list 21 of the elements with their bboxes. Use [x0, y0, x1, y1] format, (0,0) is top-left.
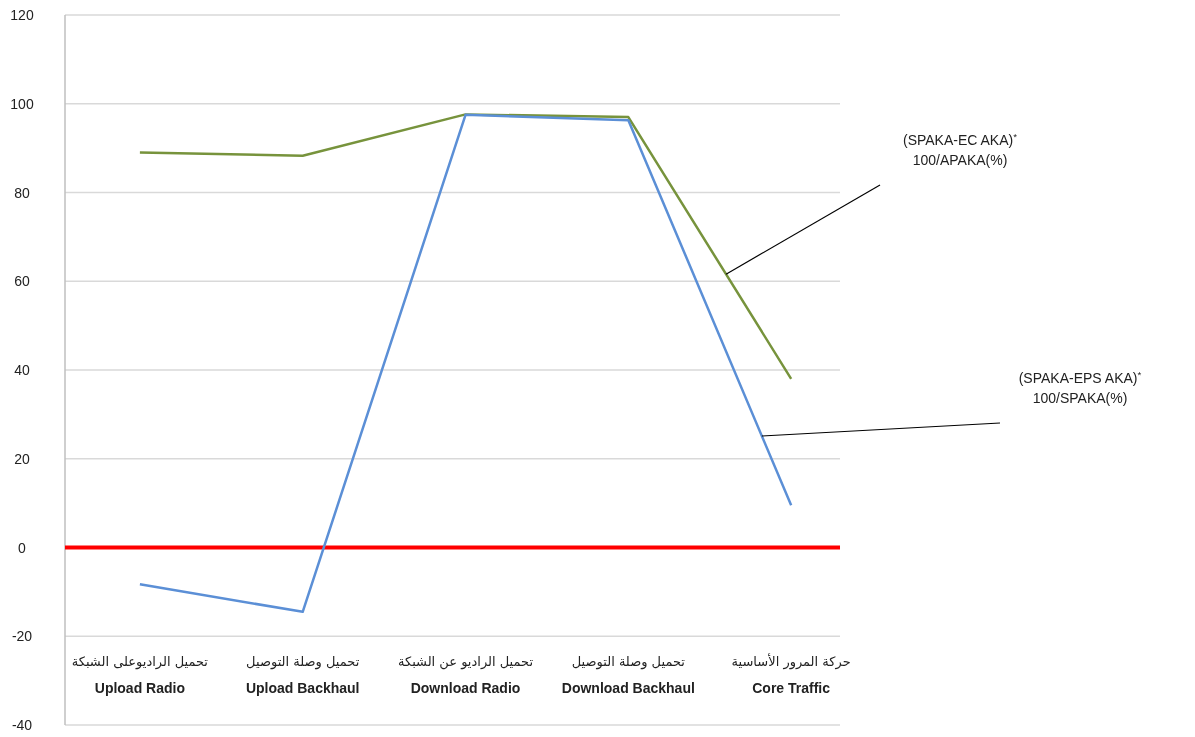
y-tick-label: 0: [18, 539, 27, 556]
y-tick-label: 100: [10, 95, 34, 112]
annotation: حركة المرور الأساسية: [731, 653, 851, 670]
x-tick-label: Download Radio: [410, 680, 521, 696]
y-tick-label: -40: [11, 717, 33, 733]
line-series: [138, 113, 793, 381]
annotation: تحميل وصلة التوصيل: [246, 654, 360, 670]
x-tick-label: Upload Radio: [94, 680, 186, 696]
x-tick-label: Core Traffic: [752, 680, 831, 696]
annotation: تحميل الراديو عن الشبكة: [397, 654, 534, 670]
line-series: [138, 113, 793, 614]
annotation: تحميل الراديوعلى الشبكة: [71, 654, 209, 670]
y-tick-label: 120: [10, 7, 34, 23]
y-tick-label: 40: [14, 362, 30, 378]
y-tick-label: -20: [11, 628, 33, 645]
y-tick-label: 20: [14, 450, 30, 467]
y-tick-label: 60: [14, 273, 30, 290]
y-tick-label: 80: [14, 184, 30, 201]
x-tick-label: Upload Backhaul: [245, 680, 360, 696]
x-tick-label: Download Backhaul: [561, 680, 695, 696]
annotation: تحميل وصلة التوصيل: [571, 654, 686, 670]
